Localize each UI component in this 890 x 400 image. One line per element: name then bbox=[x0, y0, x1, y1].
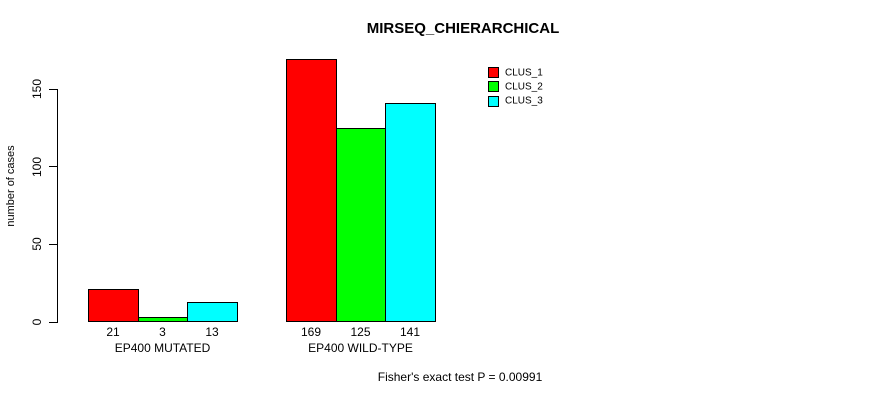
bar-value-label: 169 bbox=[300, 325, 322, 339]
legend-label: CLUS_2 bbox=[505, 81, 543, 93]
bar-clus_2-1 bbox=[138, 317, 188, 322]
legend-swatch bbox=[488, 95, 499, 107]
y-tick-mark bbox=[49, 243, 57, 245]
category-label: EP400 WILD-TYPE bbox=[308, 341, 413, 355]
y-tick-mark bbox=[49, 88, 57, 90]
bar-clus_1-1 bbox=[88, 289, 139, 322]
bar-value-label: 21 bbox=[106, 325, 120, 339]
legend-label: CLUS_1 bbox=[505, 67, 543, 78]
y-axis-line bbox=[57, 89, 58, 323]
bar-clus_3-2 bbox=[385, 103, 436, 322]
bar-clus_3-1 bbox=[187, 302, 238, 322]
footer-stat-annotation: Fisher's exact test P = 0.00991 bbox=[377, 370, 543, 384]
chart-title: MIRSEQ_CHIERARCHICAL bbox=[366, 20, 560, 37]
y-tick-label: 100 bbox=[30, 156, 44, 177]
y-tick-label: 50 bbox=[30, 237, 44, 252]
y-tick-mark bbox=[49, 166, 57, 168]
bar-value-label: 125 bbox=[350, 325, 371, 339]
y-tick-mark bbox=[49, 321, 57, 323]
legend-swatch bbox=[488, 81, 499, 93]
category-label: EP400 MUTATED bbox=[114, 341, 211, 355]
y-tick-label: 150 bbox=[30, 78, 44, 100]
bar-clus_1-2 bbox=[286, 59, 337, 322]
bar-value-label: 141 bbox=[399, 325, 421, 339]
bar-value-label: 13 bbox=[205, 325, 219, 339]
y-axis-label: number of cases bbox=[5, 145, 17, 227]
legend-swatch bbox=[488, 67, 499, 78]
y-tick-label: 0 bbox=[30, 318, 44, 326]
legend-label: CLUS_3 bbox=[505, 95, 543, 107]
bar-value-label: 3 bbox=[159, 325, 166, 339]
bar-clus_2-2 bbox=[336, 128, 386, 322]
